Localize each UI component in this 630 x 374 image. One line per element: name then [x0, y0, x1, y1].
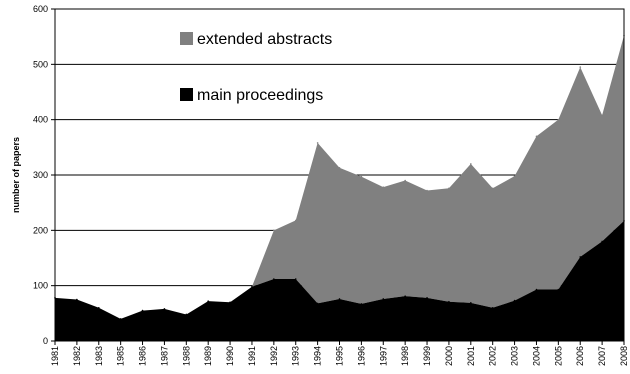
data-point-main-proceedings [382, 298, 385, 300]
x-tick-label: 1987 [159, 346, 169, 366]
data-point-extended-abstracts [382, 186, 385, 188]
data-point-main-proceedings [579, 256, 582, 258]
x-tick-label: 1988 [181, 346, 191, 366]
x-tick-label: 2006 [575, 346, 585, 366]
x-tick-label: 2007 [597, 346, 607, 366]
data-point-main-proceedings [185, 313, 188, 316]
data-point-main-proceedings [119, 318, 122, 320]
data-point-extended-abstracts [491, 187, 494, 190]
data-point-extended-abstracts [360, 175, 363, 178]
x-tick-label: 1985 [116, 346, 126, 366]
y-axis-title: number of papers [11, 137, 21, 213]
data-point-main-proceedings [207, 300, 209, 302]
data-point-main-proceedings [601, 240, 603, 243]
data-point-extended-abstracts [535, 135, 538, 138]
data-point-extended-abstracts [316, 142, 319, 144]
x-tick-label: 1995 [335, 346, 345, 366]
data-point-extended-abstracts [294, 219, 297, 222]
data-point-main-proceedings [338, 298, 341, 300]
y-tick-label: 400 [33, 115, 48, 125]
data-point-main-proceedings [229, 301, 231, 304]
data-point-extended-abstracts [448, 187, 450, 190]
data-point-main-proceedings [557, 288, 560, 291]
data-point-extended-abstracts [579, 66, 582, 68]
x-tick-label: 1993 [291, 346, 301, 366]
x-tick-label: 1986 [138, 346, 148, 366]
x-axis: 1981 1982 1983 1985 1986 1987 1988 1989 1990 1991… [50, 341, 629, 366]
x-tick-label: 1996 [356, 346, 366, 366]
x-tick-label: 2000 [444, 346, 454, 366]
x-tick-label: 1994 [313, 346, 323, 366]
legend-swatch-extended-abstracts [180, 32, 193, 45]
x-tick-label: 1999 [422, 346, 432, 366]
legend-label-main-proceedings: main proceedings [197, 87, 323, 104]
y-tick-label: 600 [33, 4, 48, 14]
x-tick-label: 2004 [531, 346, 541, 366]
y-tick-label: 0 [43, 336, 48, 346]
data-point-main-proceedings [251, 285, 253, 288]
data-point-main-proceedings [273, 278, 275, 280]
x-tick-label: 1990 [225, 346, 235, 366]
x-tick-label: 2008 [619, 346, 629, 366]
x-tick-label: 1998 [400, 346, 410, 366]
y-tick-label: 100 [33, 281, 48, 291]
data-point-extended-abstracts [470, 163, 472, 165]
data-point-main-proceedings [535, 288, 538, 291]
data-point-main-proceedings [141, 309, 144, 312]
x-tick-label: 1983 [94, 346, 104, 366]
area-main-proceedings [55, 220, 624, 341]
data-point-main-proceedings [448, 300, 450, 303]
x-tick-label: 1991 [247, 346, 257, 366]
data-point-main-proceedings [426, 297, 428, 299]
data-point-extended-abstracts [404, 179, 406, 182]
y-axis: 0 100 200 300 400 500 600 [33, 4, 55, 346]
legend-label-extended-abstracts: extended abstracts [197, 31, 332, 48]
data-point-extended-abstracts [557, 118, 560, 121]
y-tick-label: 200 [33, 225, 48, 235]
data-point-main-proceedings [470, 302, 472, 304]
y-tick-label: 300 [33, 170, 48, 180]
data-point-main-proceedings [513, 299, 516, 302]
area-extended-abstracts [55, 35, 624, 319]
data-point-main-proceedings [404, 295, 406, 297]
x-tick-label: 2001 [466, 346, 476, 366]
x-tick-label: 2003 [510, 346, 520, 366]
x-tick-label: 1982 [72, 346, 82, 366]
data-point-main-proceedings [163, 308, 166, 310]
data-point-extended-abstracts [601, 114, 603, 117]
x-tick-label: 1992 [269, 346, 279, 366]
data-point-main-proceedings [316, 302, 319, 305]
data-point-main-proceedings [294, 278, 297, 280]
x-tick-label: 1981 [50, 346, 60, 366]
x-tick-label: 2002 [488, 346, 498, 366]
legend-swatch-main-proceedings [180, 88, 193, 101]
x-tick-label: 1989 [203, 346, 213, 366]
data-point-main-proceedings [76, 298, 78, 301]
data-point-main-proceedings [360, 303, 363, 305]
x-tick-label: 2005 [553, 346, 563, 366]
y-tick-label: 500 [33, 59, 48, 69]
data-point-extended-abstracts [338, 167, 341, 169]
x-tick-label: 1997 [378, 346, 388, 366]
data-point-main-proceedings [97, 307, 100, 309]
data-point-extended-abstracts [513, 175, 516, 177]
data-point-main-proceedings [491, 307, 494, 309]
data-point-extended-abstracts [273, 229, 275, 232]
data-point-extended-abstracts [426, 189, 428, 192]
legend: extended abstracts main proceedings [180, 31, 332, 104]
area-series [54, 34, 625, 341]
